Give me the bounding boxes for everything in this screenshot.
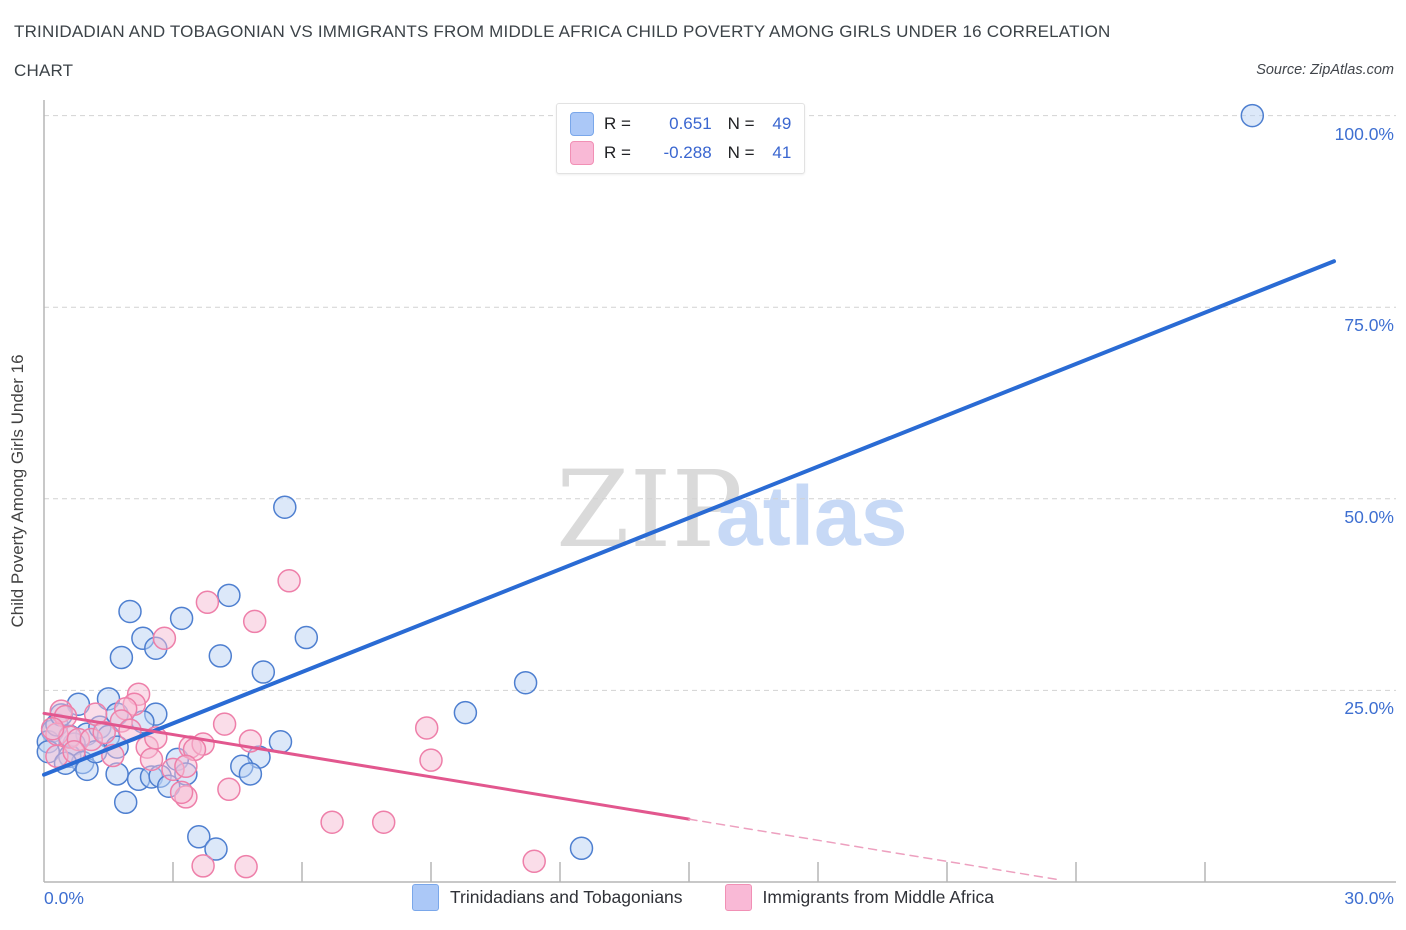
data-point-middle-africa[interactable] — [152, 626, 177, 651]
pink-series-swatch-icon — [724, 884, 752, 911]
data-point-middle-africa[interactable] — [234, 854, 258, 879]
pink-swatch-icon — [570, 141, 594, 165]
legend-item-label: Immigrants from Middle Africa — [762, 887, 994, 907]
y-axis-title: Child Poverty Among Girls Under 16 — [8, 354, 27, 628]
n-label: N = — [727, 143, 760, 162]
n-label: N = — [727, 114, 760, 133]
source-credit: Source: ZipAtlas.com — [1256, 62, 1394, 78]
data-point-trinidadians[interactable] — [569, 836, 594, 861]
legend-item-trinidadians[interactable]: Trinidadians and Tobagonians — [412, 884, 683, 911]
data-point-trinidadians[interactable] — [453, 700, 478, 725]
r-label: R = — [604, 114, 636, 133]
data-point-trinidadians[interactable] — [169, 606, 194, 631]
data-point-trinidadians[interactable] — [118, 599, 142, 624]
data-point-trinidadians[interactable] — [294, 625, 319, 650]
data-point-middle-africa[interactable] — [414, 716, 439, 740]
x-max-label: 30.0% — [1344, 888, 1394, 908]
data-point-trinidadians[interactable] — [273, 495, 297, 519]
r-value-blue: 0.651 — [669, 114, 712, 133]
legend-row-trinidadians: R = 0.651 N = 49 — [570, 112, 791, 136]
trend-line-dashed — [688, 818, 1060, 881]
data-point-middle-africa[interactable] — [212, 712, 237, 736]
data-point-trinidadians[interactable] — [238, 762, 263, 786]
data-point-middle-africa[interactable] — [320, 810, 344, 834]
legend-item-middle-africa[interactable]: Immigrants from Middle Africa — [724, 884, 994, 911]
data-point-middle-africa[interactable] — [419, 748, 443, 772]
page-title: TRINIDADIAN AND TOBAGONIAN VS IMMIGRANTS… — [14, 22, 1111, 41]
legend-item-label: Trinidadians and Tobagonians — [450, 887, 683, 907]
data-point-middle-africa[interactable] — [277, 569, 301, 593]
trend-line-solid — [42, 259, 1336, 777]
trend-line-solid — [42, 711, 691, 821]
y-tick-label-75: 75.0% — [1344, 315, 1394, 335]
data-point-middle-africa[interactable] — [371, 810, 396, 834]
data-point-trinidadians[interactable] — [187, 825, 211, 849]
y-tick-label-100: 100.0% — [1334, 124, 1394, 144]
data-point-middle-africa[interactable] — [169, 780, 194, 805]
legend-row-middle-africa: R = -0.288 N = 41 — [570, 141, 791, 165]
x-min-label: 0.0% — [44, 888, 84, 908]
data-point-trinidadians[interactable] — [208, 644, 233, 668]
n-value-blue: 49 — [772, 114, 792, 133]
y-tick-label-50: 50.0% — [1344, 507, 1394, 527]
correlation-legend: R = 0.651 N = 49 R = -0.288 N = 41 — [556, 103, 806, 174]
watermark-atlas: atlas — [716, 469, 907, 563]
data-point-trinidadians[interactable] — [513, 670, 538, 695]
data-point-middle-africa[interactable] — [217, 777, 241, 802]
data-point-trinidadians[interactable] — [109, 645, 134, 670]
n-value-pink: 41 — [772, 143, 792, 162]
data-point-trinidadians[interactable] — [113, 790, 138, 815]
data-point-middle-africa[interactable] — [195, 590, 220, 615]
y-tick-label-25: 25.0% — [1344, 698, 1394, 718]
page-title-line2: CHART — [14, 61, 74, 80]
data-point-middle-africa[interactable] — [139, 747, 164, 772]
data-point-middle-africa[interactable] — [522, 849, 546, 874]
data-point-middle-africa[interactable] — [92, 720, 116, 745]
data-point-middle-africa[interactable] — [40, 716, 65, 741]
data-point-middle-africa[interactable] — [242, 609, 267, 634]
blue-series-swatch-icon — [412, 884, 439, 911]
blue-swatch-icon — [570, 112, 594, 136]
data-point-trinidadians[interactable] — [204, 837, 228, 861]
r-value-pink: -0.288 — [663, 143, 712, 162]
r-label: R = — [604, 143, 636, 162]
series-legend: Trinidadians and Tobagonians Immigrants … — [0, 884, 1406, 911]
data-point-middle-africa[interactable] — [191, 854, 215, 878]
data-point-middle-africa[interactable] — [174, 754, 198, 779]
data-point-trinidadians[interactable] — [251, 660, 276, 684]
data-point-trinidadians[interactable] — [217, 583, 241, 608]
data-point-trinidadians[interactable] — [1240, 103, 1265, 128]
